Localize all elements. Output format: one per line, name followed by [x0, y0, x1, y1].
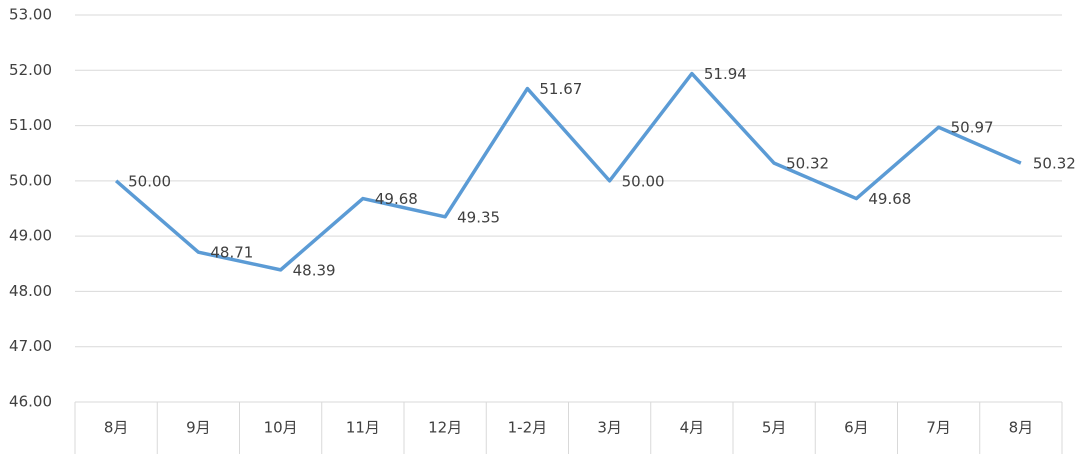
y-tick-label: 48.00 — [9, 282, 52, 300]
x-tick-label: 8月 — [104, 419, 129, 437]
x-tick-label: 9月 — [186, 419, 211, 437]
data-label: 49.35 — [457, 208, 500, 226]
data-label: 48.39 — [293, 261, 336, 279]
y-tick-label: 50.00 — [9, 171, 52, 189]
x-tick-label: 7月 — [926, 419, 951, 437]
y-tick-label: 49.00 — [9, 227, 52, 245]
data-label: 51.94 — [704, 65, 747, 83]
x-tick-label: 12月 — [428, 419, 462, 437]
data-line — [114, 71, 1022, 272]
data-label: 50.00 — [622, 172, 665, 190]
y-tick-label: 47.00 — [9, 337, 52, 355]
y-tick-label: 51.00 — [9, 116, 52, 134]
data-label: 50.32 — [786, 155, 829, 173]
x-tick-label: 10月 — [264, 419, 298, 437]
y-tick-label: 53.00 — [9, 6, 52, 24]
data-label: 50.97 — [951, 119, 994, 137]
x-tick-label: 1-2月 — [508, 419, 548, 437]
data-label: 49.68 — [868, 190, 911, 208]
data-label: 48.71 — [210, 244, 253, 262]
x-tick-label: 4月 — [680, 419, 705, 437]
y-tick-label: 52.00 — [9, 61, 52, 79]
x-tick-label: 11月 — [346, 419, 380, 437]
x-tick-label: 5月 — [762, 419, 787, 437]
data-label: 51.67 — [539, 80, 582, 98]
y-tick-label: 46.00 — [9, 393, 52, 411]
x-tick-label: 6月 — [844, 419, 869, 437]
x-tick-label: 8月 — [1009, 419, 1034, 437]
data-label: 50.32 — [1033, 155, 1076, 173]
data-label: 49.68 — [375, 190, 418, 208]
data-label: 50.00 — [128, 172, 171, 190]
x-tick-label: 3月 — [597, 419, 622, 437]
